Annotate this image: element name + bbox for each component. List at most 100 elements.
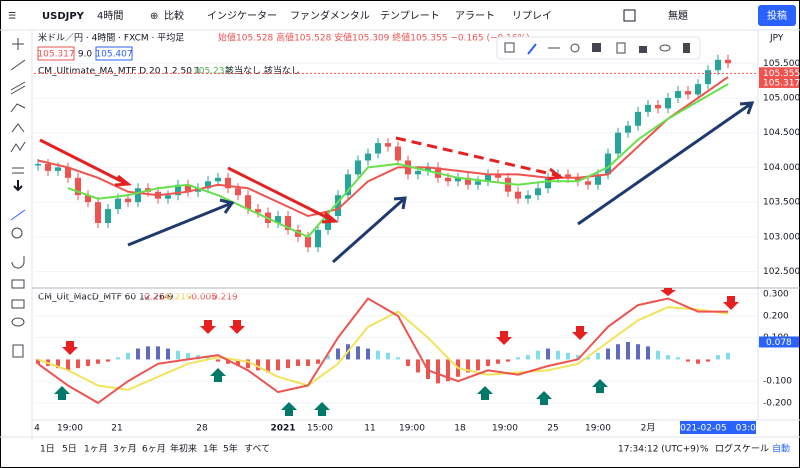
tool-icon[interactable] [683,43,690,53]
range-button[interactable]: 6ヶ月 [142,444,166,455]
histogram-bar [86,359,90,366]
forecast-tool[interactable] [10,141,26,153]
interval[interactable]: 4時間 [97,10,123,22]
candle [685,91,691,95]
histogram-bar [106,359,110,362]
drawing-toolbar [496,36,701,60]
candle [175,184,181,196]
histogram-bar [156,346,160,360]
candle [515,191,521,199]
zoom-tool[interactable] [11,227,23,239]
fib-tool[interactable] [10,81,26,95]
tool-icon[interactable] [659,44,671,52]
bottom-bar: 17:34:12 (UTC+9) % ログスケール 自動 [618,443,790,455]
templates[interactable]: テンプレート [380,10,440,22]
histogram-bar [306,359,310,366]
histogram-bar [476,359,480,371]
annotation-arrow-head [739,101,755,115]
last-price-box [759,67,799,79]
range-button[interactable]: 1日 [40,444,55,455]
publish-label[interactable]: 投稿 [767,9,787,22]
tool-icon[interactable] [592,43,601,52]
ruler-tool[interactable] [10,209,26,221]
candle [575,177,581,182]
histogram-bar [316,359,320,364]
publish-button[interactable] [758,5,796,26]
candle [355,160,361,175]
annotation-arrow-head [321,211,339,224]
trash-tool[interactable] [12,344,24,358]
candle [55,167,61,171]
symbol[interactable]: USDJPY [42,11,85,22]
compare[interactable]: ⊕ [150,11,158,22]
pattern-tool[interactable] [10,103,26,113]
tool-icon[interactable] [504,42,515,53]
buy-signal [210,368,226,382]
percent-toggle[interactable]: % [700,445,709,455]
macd-line [37,297,728,405]
histogram-bar [606,348,610,360]
macd-last-label: 0.078 [766,338,792,348]
histogram-bar [276,359,280,371]
replay[interactable]: リプレイ [512,10,552,22]
ma-slow [37,76,729,218]
layout-icon[interactable] [623,9,636,22]
auto-toggle[interactable]: 自動 [772,443,790,455]
range-button[interactable]: すべて [244,444,270,455]
tool-icon[interactable] [639,46,647,53]
price-tick-label: 102.500 [763,267,800,277]
bid-price-label: 105.317 [763,78,800,88]
candle [345,174,351,196]
crosshair-tool[interactable] [12,38,24,50]
candle [695,84,701,95]
histogram-bar [216,359,220,362]
candle [655,104,661,109]
menu-icon[interactable]: ☰ [8,12,16,22]
range-button[interactable]: 1ヶ月 [84,444,108,455]
sell-signal [572,326,588,340]
layout-name[interactable]: 無題 [668,9,688,22]
price-tick-label: 105.500 [763,59,800,69]
range-button[interactable]: 1年 [203,443,218,455]
histogram-bar [516,357,520,360]
fundamentals[interactable]: ファンダメンタル [290,9,370,22]
arrow-tool[interactable] [11,123,25,133]
tool-icon[interactable] [527,43,537,55]
macd-tick-label: 0.200 [763,311,789,321]
lock-all-tool[interactable] [11,299,25,309]
trendline-tool[interactable] [10,59,26,71]
visibility-tool[interactable] [11,317,25,327]
range-button[interactable]: 3ヶ月 [113,444,137,455]
histogram-bar [186,352,190,360]
macd-value: -0.005 [188,293,217,303]
measure-tool[interactable] [12,167,24,174]
tool-icon[interactable] [616,42,626,54]
histogram-bar [496,359,500,364]
compare[interactable]: 比較 [164,9,184,22]
alert[interactable]: アラート [455,10,495,22]
histogram-bar [116,357,120,360]
tool-icon[interactable] [570,43,580,53]
ask-box[interactable] [95,46,133,61]
lock-tool[interactable] [11,279,25,289]
range-button[interactable]: 5日 [62,444,77,455]
magnet-tool[interactable] [11,256,25,269]
candle [665,97,671,109]
annotation-arrow [39,138,126,185]
macd-value: 0.219 [166,293,192,303]
range-button[interactable]: 年初来 [170,443,197,455]
bid[interactable]: 105.317 [37,50,74,60]
bid-box[interactable] [37,46,75,61]
log-toggle[interactable]: ログスケール [715,443,769,455]
histogram-bar [206,357,210,360]
ask[interactable]: 105.407 [95,50,132,60]
range-button[interactable]: 5年 [223,443,238,455]
histogram-bar [646,346,650,360]
indicators[interactable]: インジケーター [207,10,277,22]
time-label: 19:00 [492,424,518,434]
histogram-bar [366,348,370,360]
candle [505,177,511,192]
down-arrow-tool[interactable] [13,180,23,192]
candle [495,174,501,178]
histogram-bar [676,357,680,360]
